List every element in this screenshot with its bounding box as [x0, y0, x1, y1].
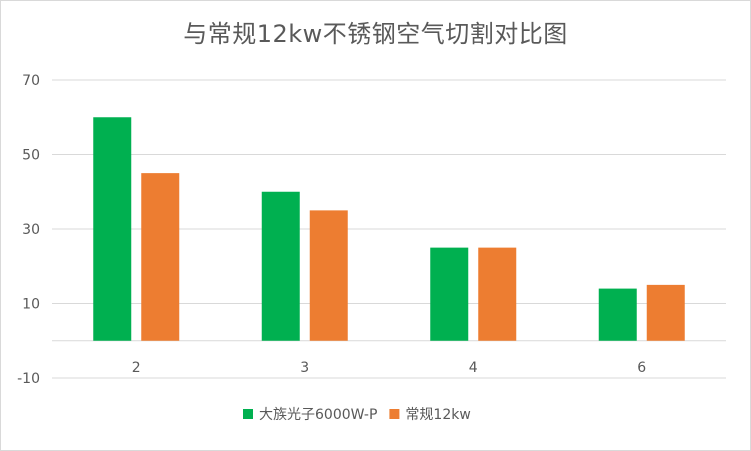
y-tick-label: 10 [22, 297, 40, 313]
y-axis-ticks: -10 10 30 50 70 [17, 73, 40, 387]
bar-series1-6 [598, 288, 637, 341]
x-tick-label: 4 [469, 360, 478, 376]
bars [93, 117, 685, 341]
legend: 大族光子6000W-P 常规12kw [243, 407, 471, 423]
legend-swatch [243, 409, 253, 419]
legend-label: 常规12kw [405, 407, 470, 423]
bar-series1-4 [430, 247, 469, 341]
y-tick-label: 30 [22, 222, 40, 238]
x-tick-label: 6 [637, 360, 646, 376]
legend-swatch [389, 409, 400, 419]
chart-title: 与常规12kw不锈钢空气切割对比图 [183, 20, 568, 48]
bar-series1-3 [261, 191, 300, 341]
y-tick-label: -10 [17, 371, 40, 387]
bar-series2-6 [646, 284, 685, 341]
bar-series2-2 [141, 173, 180, 341]
x-tick-label: 3 [300, 360, 309, 376]
legend-label: 大族光子6000W-P [259, 407, 377, 423]
x-tick-label: 2 [132, 360, 141, 376]
bar-series2-3 [309, 210, 348, 341]
bar-series2-4 [478, 247, 517, 341]
y-tick-label: 70 [22, 73, 40, 89]
bar-series1-2 [93, 117, 132, 341]
x-axis-ticks: 2 3 4 6 [132, 360, 647, 376]
y-tick-label: 50 [22, 148, 40, 164]
